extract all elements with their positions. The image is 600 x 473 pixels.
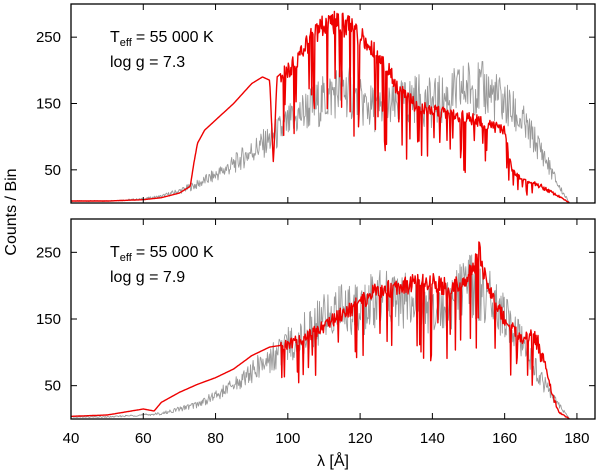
top-teff-annotation: Teff = 55 000 K [110,29,214,49]
top-y-ticks: 50 150 250 [36,29,595,179]
panel-top: 50 150 250 Teff = 55 000 K log g = 7.3 [36,3,596,204]
top-logg-annotation: log g = 7.3 [110,54,185,71]
x-tick-label: 60 [135,430,152,447]
x-tick-label: 40 [63,430,80,447]
top-y-tick-label: 250 [36,29,61,46]
bottom-y-tick-label: 150 [36,311,61,328]
x-axis-label: λ [Å] [317,451,349,470]
bottom-logg-annotation: log g = 7.9 [110,269,185,286]
bottom-x-ticks: 40 60 80 100 120 140 160 180 [63,219,589,447]
y-axis-label: Counts / Bin [3,168,20,255]
top-x-ticks [70,4,578,203]
bottom-observed-line [70,254,570,419]
bottom-y-tick-label: 250 [36,244,61,261]
panel-bottom: 50 150 250 40 60 80 100 120 140 160 180 Teff = 55 … [36,218,596,447]
top-model-line [71,10,570,204]
bottom-teff-annotation: Teff = 55 000 K [110,244,214,264]
top-observed-line [70,60,570,203]
x-tick-label: 140 [420,430,445,447]
x-tick-label: 160 [492,430,517,447]
top-y-tick-label: 150 [36,96,61,113]
x-tick-label: 120 [348,430,373,447]
top-y-tick-label: 50 [44,162,61,179]
x-tick-label: 80 [207,430,224,447]
bottom-model-line [71,241,570,420]
top-traces [70,10,570,204]
bottom-y-ticks: 50 150 250 [36,244,595,395]
bottom-y-tick-label: 50 [44,378,61,395]
bottom-traces [70,241,570,420]
x-tick-label: 100 [275,430,300,447]
x-tick-label: 180 [564,430,589,447]
